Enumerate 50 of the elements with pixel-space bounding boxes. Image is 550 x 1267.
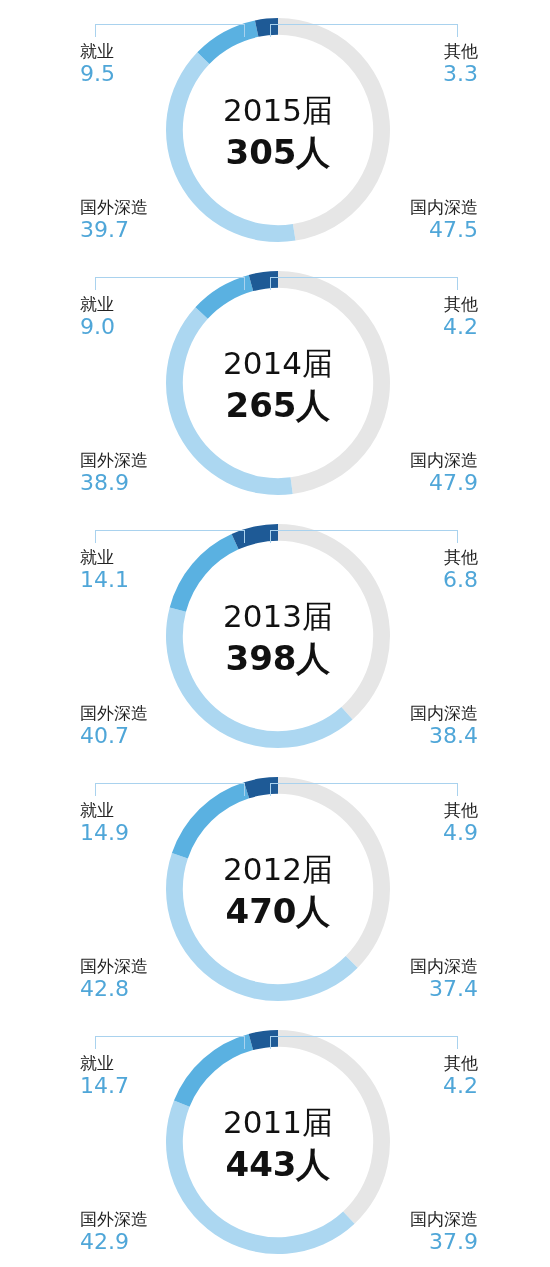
text: 2013届 xyxy=(222,597,334,636)
text: 2012届 xyxy=(222,850,334,889)
text: 2015届 xyxy=(222,91,334,130)
slice-label: 国外深造 xyxy=(80,449,148,471)
data-label: 37.4 xyxy=(428,976,478,1001)
data-label: 6.8 xyxy=(443,567,478,592)
slice-label: 就业 xyxy=(80,1052,115,1074)
text: 398人 xyxy=(224,637,332,680)
text: 305人 xyxy=(224,131,332,174)
text: 2014届 xyxy=(222,344,334,383)
slice-label: 就业 xyxy=(80,293,115,315)
slice-label: 国外深造 xyxy=(80,955,148,977)
data-label: 39.7 xyxy=(80,217,130,242)
data-label: 14.1 xyxy=(80,567,129,592)
text: 470人 xyxy=(224,890,332,933)
data-label: 42.8 xyxy=(80,976,130,1001)
slice-label: 国内深造 xyxy=(410,196,478,218)
text: 2011届 xyxy=(222,1103,334,1142)
slice-label: 就业 xyxy=(80,40,115,62)
data-label: 38.4 xyxy=(428,723,478,748)
text: 265人 xyxy=(224,384,332,427)
slice-label: 国内深造 xyxy=(410,955,478,977)
slice-label: 国外深造 xyxy=(80,702,148,724)
data-label: 4.9 xyxy=(443,820,478,845)
slice-label: 其他 xyxy=(443,1052,478,1074)
data-label: 47.9 xyxy=(428,470,478,495)
data-label: 37.9 xyxy=(428,1229,478,1254)
data-label: 9.5 xyxy=(80,61,115,86)
slice-label: 国外深造 xyxy=(80,196,148,218)
slice-label: 国内深造 xyxy=(410,702,478,724)
data-label: 4.2 xyxy=(443,1073,478,1098)
data-label: 14.9 xyxy=(80,820,129,845)
data-label: 14.7 xyxy=(80,1073,129,1098)
slice-label: 国外深造 xyxy=(80,1208,148,1230)
slice-label: 其他 xyxy=(443,293,478,315)
slice-label: 国内深造 xyxy=(410,1208,478,1230)
data-label: 4.2 xyxy=(443,314,478,339)
data-label: 38.9 xyxy=(80,470,130,495)
data-label: 47.5 xyxy=(428,217,478,242)
text: 443人 xyxy=(224,1143,332,1186)
data-label: 9.0 xyxy=(80,314,115,339)
slice-label: 就业 xyxy=(80,799,115,821)
slice-label: 就业 xyxy=(80,546,115,568)
slice-label: 其他 xyxy=(443,546,478,568)
slice-label: 国内深造 xyxy=(410,449,478,471)
slice-label: 其他 xyxy=(443,40,478,62)
data-label: 42.9 xyxy=(80,1229,130,1254)
slice-label: 其他 xyxy=(443,799,478,821)
data-label: 3.3 xyxy=(443,61,478,86)
data-label: 40.7 xyxy=(80,723,130,748)
